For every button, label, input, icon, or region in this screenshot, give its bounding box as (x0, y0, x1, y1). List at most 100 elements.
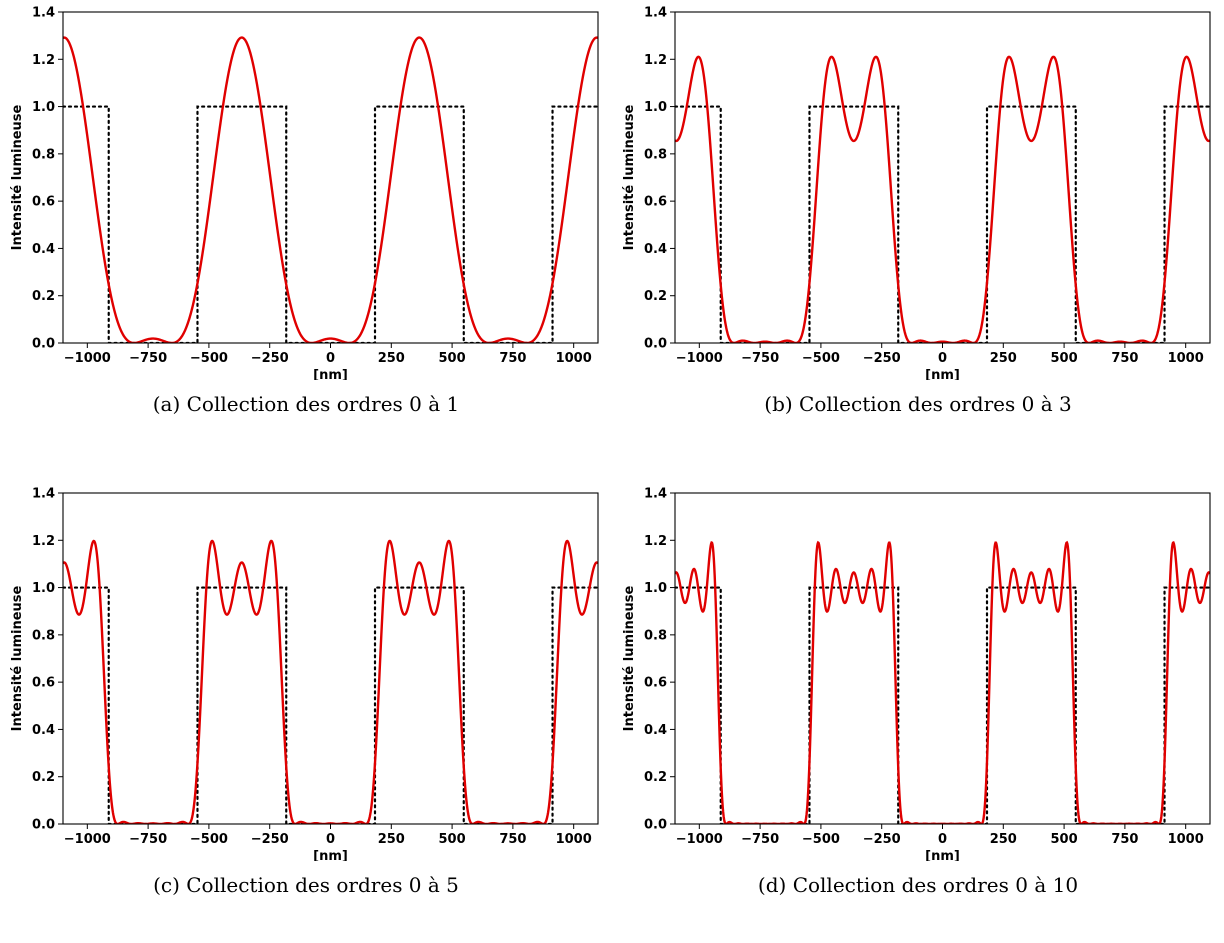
y-tick-label: 0.2 (32, 770, 55, 785)
y-tick-label: 0.0 (32, 818, 55, 833)
x-tick-label: 0 (938, 351, 947, 366)
x-tick-label: 250 (990, 351, 1017, 366)
chart-panel-a: −1000 −750 −500 −250 0 250 500 750 1000 0.0 0.2 0.4… (0, 0, 612, 462)
y-tick-label: 0.8 (644, 147, 667, 162)
y-tick-label: 0.0 (32, 337, 55, 352)
caption-d: (d) Collection des ordres 0 à 10 (757, 873, 1079, 897)
x-axis-label: [nm] (925, 849, 960, 861)
y-axis-label: Intensité lumineuse (622, 104, 637, 250)
x-axis-label: [nm] (925, 368, 960, 380)
y-axis-label: Intensité lumineuse (10, 585, 25, 731)
x-tick-label: −1000 (676, 832, 723, 847)
y-tick-label: 0.6 (644, 195, 667, 210)
x-tick-label: −250 (863, 351, 901, 366)
y-axis-label: Intensité lumineuse (10, 104, 25, 250)
x-tick-label: 0 (326, 351, 335, 366)
y-tick-label: 0.4 (32, 723, 55, 738)
y-tick-label: 1.2 (32, 53, 55, 68)
intensity-curve-line (63, 36, 598, 343)
x-axis-label: [nm] (313, 849, 348, 861)
y-tick-label: 0.2 (644, 289, 667, 304)
x-tick-label: 500 (1051, 832, 1078, 847)
y-tick-label: 0.2 (32, 289, 55, 304)
y-tick-label: 1.2 (644, 53, 667, 68)
intensity-curve-line (675, 540, 1210, 824)
y-tick-label: 0.2 (644, 770, 667, 785)
x-tick-label: −250 (863, 832, 901, 847)
x-tick-label: 0 (326, 832, 335, 847)
y-axis-label: Intensité lumineuse (622, 585, 637, 731)
x-tick-label: −500 (190, 351, 228, 366)
ideal-square-wave-line (675, 105, 1210, 343)
x-tick-label: 500 (1051, 351, 1078, 366)
x-tick-label: −500 (802, 832, 840, 847)
caption-b: (b) Collection des ordres 0 à 3 (764, 392, 1072, 416)
y-tick-label: 1.4 (644, 6, 667, 21)
x-tick-label: −750 (741, 351, 779, 366)
y-tick-label: 0.0 (644, 818, 667, 833)
x-tick-label: 500 (439, 832, 466, 847)
caption-a: (a) Collection des ordres 0 à 1 (152, 392, 460, 416)
intensity-curve-line (63, 539, 598, 824)
x-tick-label: 250 (378, 832, 405, 847)
x-tick-label: −1000 (64, 351, 111, 366)
intensity-curve-line (675, 55, 1210, 343)
x-tick-label: 250 (990, 832, 1017, 847)
y-tick-label: 0.6 (32, 676, 55, 691)
x-tick-label: −750 (129, 351, 167, 366)
y-tick-label: 1.2 (644, 534, 667, 549)
x-tick-label: 500 (439, 351, 466, 366)
x-tick-label: 1000 (1168, 351, 1204, 366)
y-tick-label: 1.2 (32, 534, 55, 549)
y-tick-label: 0.4 (644, 242, 667, 257)
chart-svg-b: −1000 −750 −500 −250 0 250 500 750 1000 0.0 0.2 0.4… (622, 6, 1211, 380)
y-tick-label: 1.4 (644, 487, 667, 502)
chart-svg-d: −1000 −750 −500 −250 0 250 500 750 1000 0.0 0.2 0.4… (622, 487, 1211, 861)
y-tick-label: 1.4 (32, 487, 55, 502)
x-tick-label: 750 (1111, 351, 1138, 366)
y-tick-label: 0.6 (644, 676, 667, 691)
y-tick-label: 0.4 (644, 723, 667, 738)
x-tick-label: 1000 (1168, 832, 1204, 847)
x-tick-label: −1000 (676, 351, 723, 366)
chart-svg-a: −1000 −750 −500 −250 0 250 500 750 1000 0.0 0.2 0.4… (10, 6, 599, 380)
y-tick-label: 0.8 (32, 147, 55, 162)
plot-frame (62, 11, 599, 344)
x-tick-label: −500 (802, 351, 840, 366)
x-tick-label: −250 (251, 351, 289, 366)
chart-panel-b: −1000 −750 −500 −250 0 250 500 750 1000 0.0 0.2 0.4… (612, 0, 1224, 462)
caption-c: (c) Collection des ordres 0 à 5 (153, 873, 459, 897)
plot-frame (674, 492, 1211, 825)
x-axis-label: [nm] (313, 368, 348, 380)
x-tick-label: 750 (1111, 832, 1138, 847)
x-tick-label: 250 (378, 351, 405, 366)
plot-frame (62, 492, 599, 825)
x-tick-label: −250 (251, 832, 289, 847)
x-tick-label: 1000 (556, 351, 592, 366)
y-tick-label: 0.0 (644, 337, 667, 352)
x-tick-label: 750 (499, 832, 526, 847)
x-tick-label: 750 (499, 351, 526, 366)
x-tick-label: −1000 (64, 832, 111, 847)
y-tick-label: 0.6 (32, 195, 55, 210)
chart-panel-d: −1000 −750 −500 −250 0 250 500 750 1000 0.0 0.2 0.4… (612, 481, 1224, 943)
x-tick-label: −750 (741, 832, 779, 847)
x-tick-label: −750 (129, 832, 167, 847)
plot-frame (674, 11, 1211, 344)
ideal-square-wave-line (63, 105, 598, 343)
y-tick-label: 1.0 (644, 581, 667, 596)
chart-panel-c: −1000 −750 −500 −250 0 250 500 750 1000 0.0 0.2 0.4… (0, 481, 612, 943)
y-tick-label: 0.4 (32, 242, 55, 257)
y-tick-label: 1.0 (32, 581, 55, 596)
y-tick-label: 0.8 (32, 628, 55, 643)
y-tick-label: 1.0 (32, 100, 55, 115)
y-tick-label: 1.4 (32, 6, 55, 21)
y-tick-label: 0.8 (644, 628, 667, 643)
ideal-square-wave-line (675, 586, 1210, 824)
chart-svg-c: −1000 −750 −500 −250 0 250 500 750 1000 0.0 0.2 0.4… (10, 487, 599, 861)
ideal-square-wave-line (63, 586, 598, 824)
x-tick-label: 1000 (556, 832, 592, 847)
y-tick-label: 1.0 (644, 100, 667, 115)
x-tick-label: 0 (938, 832, 947, 847)
x-tick-label: −500 (190, 832, 228, 847)
